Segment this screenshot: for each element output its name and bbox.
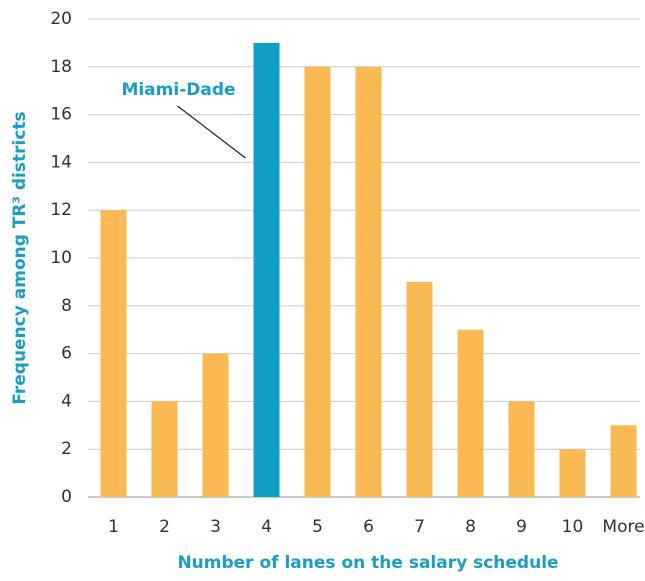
y-tick-label: 14 <box>50 152 72 172</box>
bar <box>253 42 280 498</box>
x-tick-label: 9 <box>516 517 527 537</box>
bar <box>559 449 586 497</box>
bar <box>202 353 229 497</box>
bar <box>100 210 127 497</box>
x-tick-label: 4 <box>261 517 272 537</box>
y-tick-label: 20 <box>50 9 72 29</box>
y-tick-label: 10 <box>50 248 72 268</box>
bar <box>457 329 484 497</box>
annotation: Miami-Dade <box>121 80 235 100</box>
bar <box>151 401 178 497</box>
bar <box>508 401 535 497</box>
bar <box>406 281 433 497</box>
bar <box>304 66 331 498</box>
y-tick-label: 12 <box>50 200 72 220</box>
x-tick-label: 10 <box>562 517 584 537</box>
x-tick-label: 7 <box>414 517 425 537</box>
bar <box>355 66 382 498</box>
x-tick-label: 3 <box>210 517 221 537</box>
y-tick-label: 18 <box>50 57 72 77</box>
y-tick-label: 16 <box>50 105 72 125</box>
bar <box>610 425 637 497</box>
y-tick-label: 0 <box>61 487 72 507</box>
x-axis-label: Number of lanes on the salary schedule <box>177 553 558 573</box>
x-tick-label: 1 <box>108 517 119 537</box>
y-tick-label: 6 <box>61 344 72 364</box>
y-axis-label: Frequency among TR³ districts <box>10 111 30 404</box>
x-tick-label: 8 <box>465 517 476 537</box>
x-tick-label: 6 <box>363 517 374 537</box>
annotation-leader <box>177 105 246 159</box>
y-tick-label: 4 <box>61 391 72 411</box>
y-tick-label: 2 <box>61 439 72 459</box>
x-tick-label: More <box>602 517 644 537</box>
x-tick-label: 2 <box>159 517 170 537</box>
x-tick-label: 5 <box>312 517 323 537</box>
y-tick-label: 8 <box>61 296 72 316</box>
